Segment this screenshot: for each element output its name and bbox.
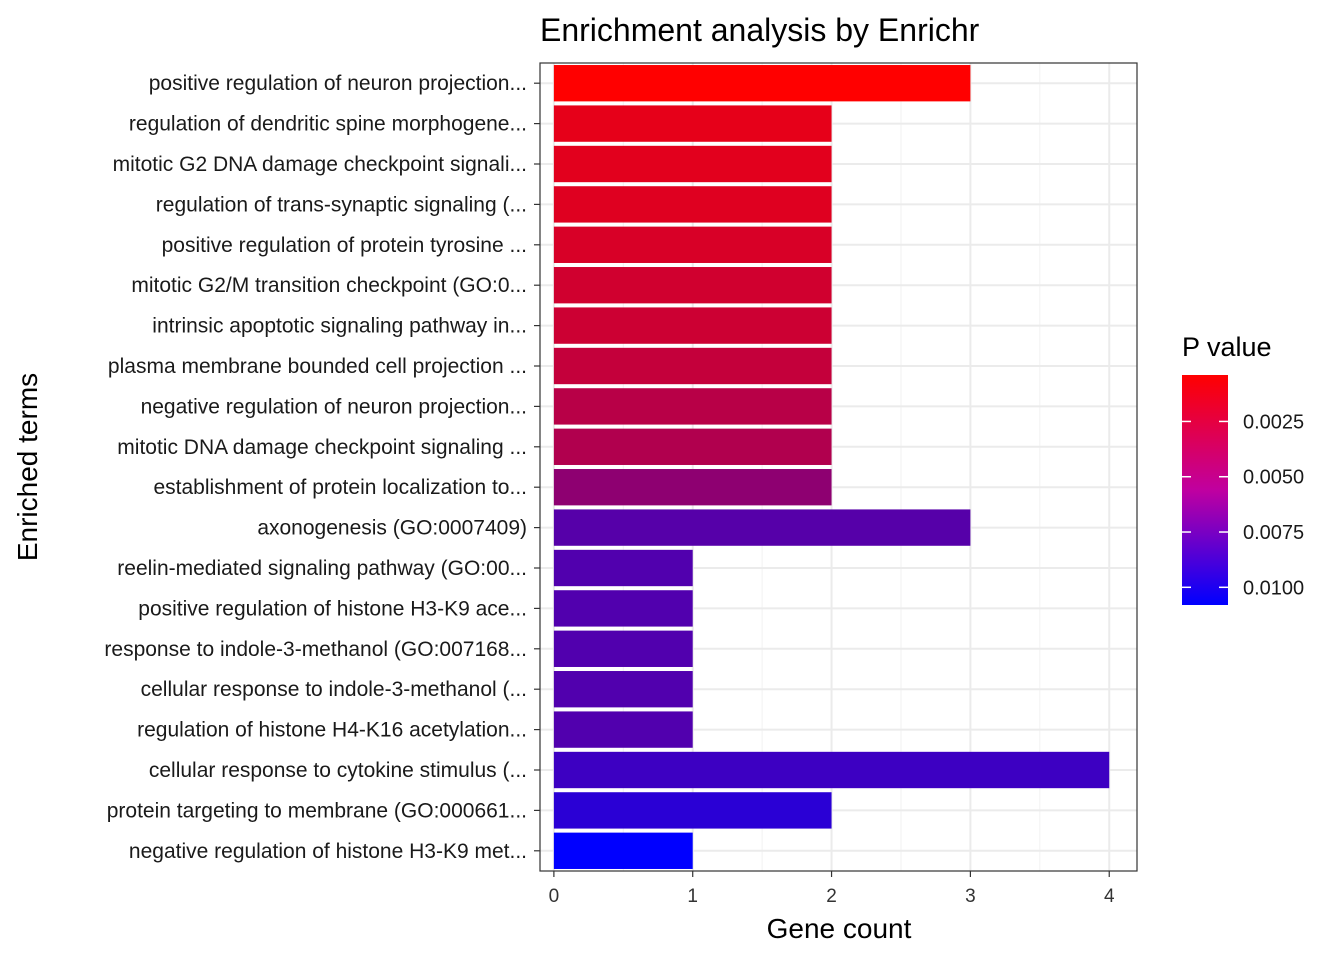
legend-title: P value xyxy=(1182,332,1272,362)
y-tick-label: regulation of dendritic spine morphogene… xyxy=(129,113,527,136)
bar xyxy=(553,751,1110,789)
y-axis-title: Enriched terms xyxy=(12,373,43,561)
y-tick-label: positive regulation of protein tyrosine … xyxy=(162,234,527,257)
bar xyxy=(553,65,971,102)
bar xyxy=(553,145,832,183)
bar xyxy=(553,469,832,506)
bar xyxy=(553,832,693,869)
y-tick-label: regulation of histone H4-K16 acetylation… xyxy=(137,719,527,742)
bar xyxy=(553,711,693,748)
legend-tick-label: 0.0025 xyxy=(1243,411,1304,433)
bar xyxy=(553,388,832,425)
y-tick-label: protein targeting to membrane (GO:000661… xyxy=(107,799,527,822)
bar xyxy=(553,509,971,546)
y-tick-label: cellular response to indole-3-methanol (… xyxy=(141,678,527,701)
y-tick-label: mitotic G2 DNA damage checkpoint signali… xyxy=(113,153,527,176)
legend: P value 0.0025 0.0050 0.0075 0.0100 xyxy=(1182,332,1304,605)
legend-tick-label: 0.0075 xyxy=(1243,522,1304,544)
x-tick-label: 0 xyxy=(549,886,560,907)
y-tick-label: intrinsic apoptotic signaling pathway in… xyxy=(152,315,527,338)
y-axis: positive regulation of neuron projection… xyxy=(104,72,540,863)
bar xyxy=(553,630,693,667)
y-tick-label: establishment of protein localization to… xyxy=(153,476,527,499)
bar xyxy=(553,428,832,465)
y-tick-label: positive regulation of histone H3-K9 ace… xyxy=(138,597,527,620)
legend-colorbar xyxy=(1182,375,1228,605)
chart-title: Enrichment analysis by Enrichr xyxy=(540,12,980,48)
y-tick-label: negative regulation of neuron projection… xyxy=(141,395,527,418)
y-tick-label: positive regulation of neuron projection… xyxy=(149,72,527,95)
x-axis-title: Gene count xyxy=(767,913,912,944)
plot-panel xyxy=(540,63,1137,871)
x-tick-label: 4 xyxy=(1104,886,1115,907)
x-tick-label: 2 xyxy=(826,886,837,907)
bar xyxy=(553,307,832,344)
bar xyxy=(553,590,693,627)
legend-ticks: 0.0025 0.0050 0.0075 0.0100 xyxy=(1182,411,1304,599)
bars-group xyxy=(553,65,1110,869)
y-tick-label: plasma membrane bounded cell projection … xyxy=(108,355,527,378)
y-tick-label: mitotic DNA damage checkpoint signaling … xyxy=(117,436,527,459)
bar xyxy=(553,267,832,304)
plot-border xyxy=(539,62,1138,872)
y-tick-label: cellular response to cytokine stimulus (… xyxy=(149,759,527,782)
y-tick-label: reelin-mediated signaling pathway (GO:00… xyxy=(117,557,527,580)
x-tick-label: 3 xyxy=(965,886,976,907)
bar xyxy=(553,792,832,829)
y-tick-label: negative regulation of histone H3-K9 met… xyxy=(129,840,527,863)
bar xyxy=(553,347,832,385)
bar xyxy=(553,226,832,263)
x-tick-label: 1 xyxy=(687,886,698,907)
legend-tick-label: 0.0050 xyxy=(1243,467,1304,489)
legend-tick-label: 0.0100 xyxy=(1243,577,1304,599)
y-tick-label: response to indole-3-methanol (GO:007168… xyxy=(104,638,527,661)
bar xyxy=(553,186,832,223)
x-axis: 0 1 2 3 4 xyxy=(549,871,1115,907)
bar xyxy=(553,549,693,587)
bar xyxy=(553,671,693,708)
y-tick-label: axonogenesis (GO:0007409) xyxy=(257,517,527,540)
bar xyxy=(553,105,832,142)
y-tick-label: mitotic G2/M transition checkpoint (GO:0… xyxy=(131,274,527,297)
y-tick-label: regulation of trans-synaptic signaling (… xyxy=(156,193,527,216)
